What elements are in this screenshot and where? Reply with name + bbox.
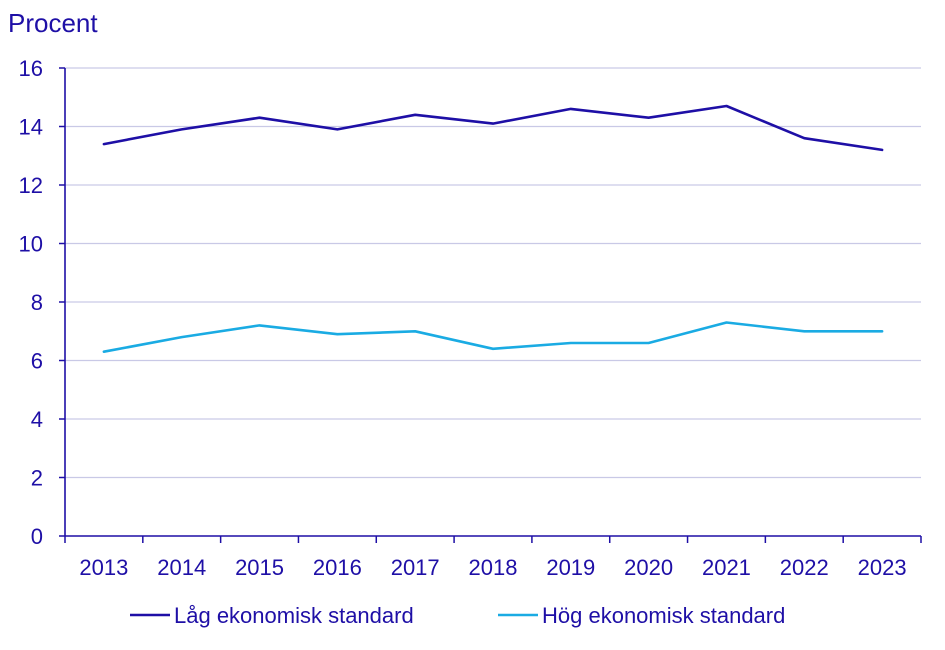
x-tick-label: 2023 bbox=[858, 555, 907, 580]
series-line-2 bbox=[102, 321, 884, 354]
legend-item-1: Låg ekonomisk standard bbox=[130, 603, 414, 628]
y-tick-label: 16 bbox=[19, 56, 43, 81]
x-tick-label: 2016 bbox=[313, 555, 362, 580]
x-tick-label: 2020 bbox=[624, 555, 673, 580]
y-tick-label: 12 bbox=[19, 173, 43, 198]
x-axis-ticks: 2013 2014 2015 2016 2017 2018 2019 2020 2021 2022… bbox=[64, 536, 922, 580]
x-tick-label: 2014 bbox=[157, 555, 206, 580]
y-tick-label: 2 bbox=[31, 466, 43, 491]
x-tick-label: 2021 bbox=[702, 555, 751, 580]
series-lines bbox=[102, 104, 884, 354]
y-tick-label: 4 bbox=[31, 407, 43, 432]
series-line-1 bbox=[102, 104, 884, 152]
legend-label: Låg ekonomisk standard bbox=[174, 603, 414, 628]
y-tick-label: 14 bbox=[19, 115, 43, 140]
x-tick-label: 2017 bbox=[391, 555, 440, 580]
y-tick-label: 8 bbox=[31, 290, 43, 315]
y-tick-label: 0 bbox=[31, 524, 43, 549]
x-tick-label: 2018 bbox=[469, 555, 518, 580]
x-tick-label: 2019 bbox=[546, 555, 595, 580]
legend-label: Hög ekonomisk standard bbox=[542, 603, 785, 628]
y-tick-label: 6 bbox=[31, 349, 43, 374]
axes bbox=[64, 68, 921, 537]
x-tick-label: 2022 bbox=[780, 555, 829, 580]
x-tick-label: 2013 bbox=[79, 555, 128, 580]
y-tick-label: 10 bbox=[19, 232, 43, 257]
y-axis-ticks: 0 2 4 6 8 10 12 14 16 bbox=[19, 56, 65, 549]
legend: Låg ekonomisk standard Hög ekonomisk stan… bbox=[130, 603, 785, 628]
x-tick-label: 2015 bbox=[235, 555, 284, 580]
gridlines bbox=[65, 67, 921, 479]
y-axis-label: Procent bbox=[8, 8, 98, 38]
legend-item-2: Hög ekonomisk standard bbox=[498, 603, 785, 628]
